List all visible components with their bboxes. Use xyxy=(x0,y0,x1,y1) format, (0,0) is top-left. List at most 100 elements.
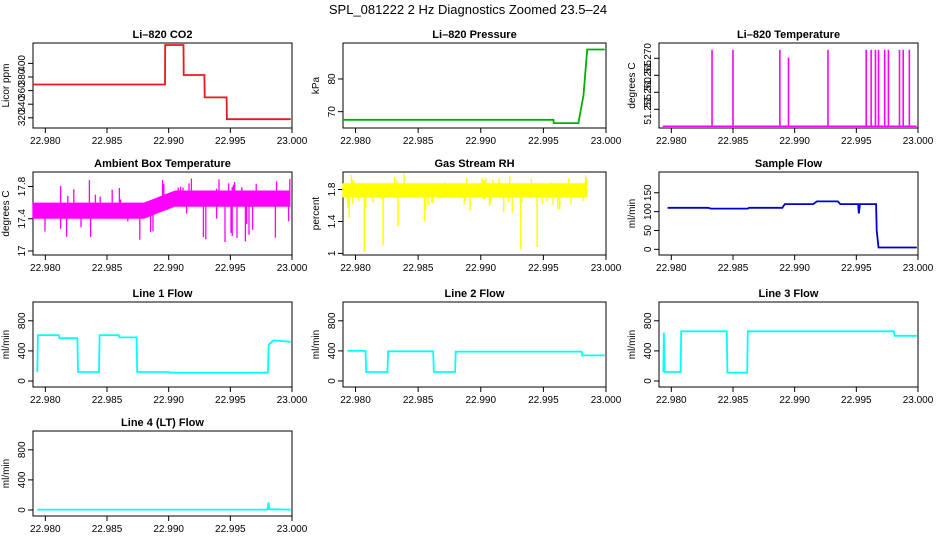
x-tick-label: 22.995 xyxy=(841,395,872,406)
chart-panel: Sample Flow ml/min 22.980 22.985 22.990 22.99… xyxy=(627,158,934,274)
x-tick-label: 22.995 xyxy=(841,136,872,147)
y-axis-label: ml/min xyxy=(627,199,638,228)
chart-panel: Line 3 Flow ml/min 22.980 22.985 22.990 22.99… xyxy=(627,288,934,406)
series-layer xyxy=(662,330,917,374)
x-tick-label: 23.000 xyxy=(277,524,308,535)
series-layer xyxy=(37,502,291,511)
y-tick-label: 70 xyxy=(327,106,338,118)
plot-frame xyxy=(342,301,607,388)
series-layer xyxy=(343,48,605,124)
y-tick-label: 0 xyxy=(643,246,654,252)
chart-panel: Li–820 Temperature degrees C 22.980 22.985 2… xyxy=(627,29,934,147)
y-tick-label: 800 xyxy=(17,441,28,458)
chart-panel: Li–820 Pressure kPa 22.980 22.985 22.990 22.9… xyxy=(311,29,622,147)
x-tick-label: 22.990 xyxy=(153,395,184,406)
x-tick-label: 22.990 xyxy=(465,395,496,406)
series-band xyxy=(32,178,291,242)
panels: Li–820 CO2 Licor ppm 22.980 22.985 22.990 22.… xyxy=(1,29,934,535)
y-axis-label: degrees C xyxy=(627,62,638,108)
series-line xyxy=(667,200,917,249)
x-tick-label: 23.000 xyxy=(903,136,934,147)
y-axis-label: percent xyxy=(311,197,322,231)
y-tick-label: 17.8 xyxy=(17,176,28,196)
y-tick-label: 1 xyxy=(327,250,338,256)
x-tick-label: 22.995 xyxy=(841,263,872,274)
x-tick-label: 22.985 xyxy=(403,136,434,147)
series-line xyxy=(347,349,605,373)
series-layer xyxy=(667,200,917,249)
panel-title: Gas Stream RH xyxy=(434,158,514,170)
plot-frame xyxy=(342,42,607,129)
panel-title: Sample Flow xyxy=(755,158,823,170)
y-tick-label: 360 xyxy=(17,82,28,99)
x-tick-label: 22.980 xyxy=(656,263,687,274)
x-tick-label: 22.990 xyxy=(153,263,184,274)
y-tick-label: 1.8 xyxy=(327,182,338,196)
panel-title: Line 1 Flow xyxy=(133,288,193,300)
y-tick-label: 400 xyxy=(17,471,28,488)
x-tick-label: 22.995 xyxy=(528,263,559,274)
y-axis-label: Licor ppm xyxy=(1,64,12,108)
y-tick-label: 51.265 xyxy=(643,60,654,91)
x-tick-label: 22.995 xyxy=(215,395,246,406)
y-tick-label: 100 xyxy=(643,203,654,220)
x-tick-label: 22.985 xyxy=(92,263,123,274)
x-tick-label: 22.990 xyxy=(465,263,496,274)
x-tick-label: 22.985 xyxy=(92,136,123,147)
chart-panel: Ambient Box Temperature degrees C 22.980 22… xyxy=(1,158,308,274)
x-tick-label: 22.980 xyxy=(30,263,61,274)
chart-panel: Line 2 Flow ml/min 22.980 22.985 22.990 22.99… xyxy=(311,288,622,406)
y-tick-label: 51.260 xyxy=(643,77,654,108)
y-axis-label: ml/min xyxy=(311,330,322,359)
panel-title: Ambient Box Temperature xyxy=(94,158,231,170)
y-axis-label: degrees C xyxy=(1,190,12,236)
y-tick-label: 1.4 xyxy=(327,214,338,228)
x-tick-label: 23.000 xyxy=(277,395,308,406)
x-tick-label: 22.980 xyxy=(340,395,371,406)
y-axis-label: kPa xyxy=(311,76,322,94)
x-tick-label: 22.990 xyxy=(153,136,184,147)
x-tick-label: 23.000 xyxy=(903,395,934,406)
y-tick-label: 51.255 xyxy=(643,94,654,125)
y-tick-label: 380 xyxy=(17,68,28,85)
y-tick-label: 0 xyxy=(17,378,28,384)
x-tick-label: 23.000 xyxy=(277,263,308,274)
x-tick-label: 22.985 xyxy=(92,524,123,535)
x-tick-label: 22.990 xyxy=(465,136,496,147)
x-tick-label: 22.985 xyxy=(718,136,749,147)
x-tick-label: 22.995 xyxy=(215,263,246,274)
y-tick-label: 0 xyxy=(643,378,654,384)
y-tick-label: 50 xyxy=(643,224,654,236)
series-layer xyxy=(36,334,291,374)
x-tick-label: 22.985 xyxy=(403,263,434,274)
series-line xyxy=(36,334,291,374)
y-axis-label: ml/min xyxy=(1,459,12,488)
panel-title: Li–820 Temperature xyxy=(737,29,840,41)
chart-panel: Gas Stream RH percent 22.980 22.985 22.990 22… xyxy=(311,158,622,274)
x-tick-label: 22.985 xyxy=(718,395,749,406)
plot-frame xyxy=(342,171,607,256)
panel-title: Line 3 Flow xyxy=(759,288,819,300)
plot-frame xyxy=(658,301,919,388)
panel-title: Li–820 Pressure xyxy=(432,29,516,41)
x-tick-label: 22.980 xyxy=(656,395,687,406)
chart-panel: Line 1 Flow ml/min 22.980 22.985 22.990 22.99… xyxy=(1,288,308,406)
x-tick-label: 22.990 xyxy=(153,524,184,535)
y-tick-label: 0 xyxy=(17,507,28,513)
panel-title: Line 2 Flow xyxy=(445,288,505,300)
x-tick-label: 22.990 xyxy=(779,136,810,147)
y-tick-label: 400 xyxy=(643,342,654,359)
y-tick-label: 150 xyxy=(643,184,654,201)
x-tick-label: 23.000 xyxy=(903,263,934,274)
x-tick-label: 22.985 xyxy=(718,263,749,274)
x-tick-label: 22.995 xyxy=(215,524,246,535)
series-layer xyxy=(347,349,605,373)
y-tick-label: 340 xyxy=(17,95,28,112)
x-tick-label: 22.985 xyxy=(403,395,434,406)
plot-frame xyxy=(32,430,293,517)
plot-frame xyxy=(658,171,919,256)
chart-panel: Li–820 CO2 Licor ppm 22.980 22.985 22.990 22.… xyxy=(1,29,308,147)
x-tick-label: 22.985 xyxy=(92,395,123,406)
y-tick-label: 800 xyxy=(17,312,28,329)
y-axis-label: ml/min xyxy=(627,330,638,359)
